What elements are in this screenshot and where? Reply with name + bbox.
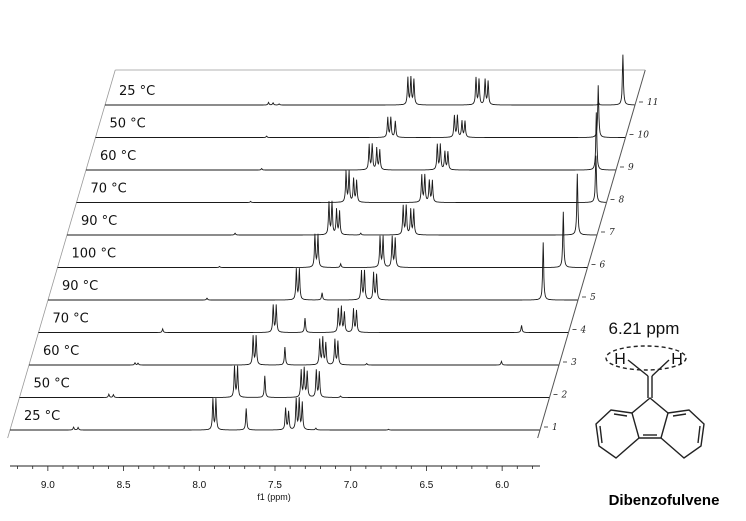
spectrum-trace-5 <box>48 242 578 301</box>
trace-index-11: 11 <box>647 98 658 108</box>
x-tick-label: 6.5 <box>419 480 433 491</box>
trace-label-2: 50 °C <box>34 377 70 392</box>
trace-label-5: 90 °C <box>62 279 98 294</box>
right-slant-axis <box>537 69 646 439</box>
trace-indices: 1 2 3 4 5 6 7 8 9 10 11 <box>544 98 658 433</box>
spectrum-trace-2 <box>19 365 550 398</box>
trace-index-10: 10 <box>638 131 650 141</box>
spectra-traces <box>10 54 635 431</box>
trace-index-1: 1 <box>552 423 558 433</box>
spectrum-trace-11 <box>105 54 635 106</box>
trace-label-3: 60 °C <box>43 344 79 359</box>
x-tick-label: 8.0 <box>192 480 206 491</box>
spectrum-trace-7 <box>67 173 597 236</box>
spectrum-trace-8 <box>76 155 607 203</box>
x-tick-label: 6.0 <box>495 480 509 491</box>
h-ellipse <box>605 345 687 371</box>
trace-label-6: 100 °C <box>72 247 117 262</box>
spectrum-trace-10 <box>95 85 626 138</box>
x-tick-label: 7.5 <box>268 480 282 491</box>
trace-label-11: 25 °C <box>119 84 155 99</box>
trace-index-7: 7 <box>609 228 615 238</box>
h-label-right: H <box>671 351 683 368</box>
trace-label-8: 70 °C <box>91 182 127 197</box>
trace-index-8: 8 <box>619 196 625 206</box>
left-slant-axis <box>7 69 116 439</box>
trace-index-9: 9 <box>628 163 634 173</box>
x-tick-label: 9.0 <box>41 480 55 491</box>
trace-index-4: 4 <box>580 326 587 336</box>
spectrum-trace-9 <box>86 112 616 171</box>
h-label-left: H <box>614 351 626 368</box>
trace-label-4: 70 °C <box>53 312 89 327</box>
trace-label-7: 90 °C <box>81 214 117 229</box>
trace-index-2: 2 <box>561 391 568 401</box>
x-tick-label: 7.0 <box>344 480 358 491</box>
spectrum-trace-4 <box>38 304 569 333</box>
trace-index-3: 3 <box>571 358 577 368</box>
trace-labels: 25 °C 50 °C 60 °C 70 °C 90 °C 100 °C 90 °C 70 °… <box>24 84 155 424</box>
x-tick-label: 8.5 <box>117 480 131 491</box>
chart-frame <box>7 69 646 439</box>
x-axis: f1 (ppm) 9.0 8.5 8.0 7.5 7.0 6.5 6.0 <box>10 465 540 502</box>
spectrum-trace-1 <box>10 397 540 431</box>
trace-index-5: 5 <box>590 293 596 303</box>
dibenzofulvene-structure: 6.21 ppm H H Dibenzofulvene <box>595 319 720 509</box>
molecule-name: Dibenzofulvene <box>609 492 720 509</box>
chemical-shift-label: 6.21 ppm <box>609 319 680 338</box>
spectrum-trace-6 <box>57 211 588 268</box>
x-axis-label: f1 (ppm) <box>257 492 291 502</box>
trace-label-9: 60 °C <box>100 149 136 164</box>
trace-label-10: 50 °C <box>110 117 146 132</box>
trace-index-6: 6 <box>600 261 606 271</box>
trace-label-1: 25 °C <box>24 409 60 424</box>
spectrum-trace-3 <box>29 335 559 366</box>
